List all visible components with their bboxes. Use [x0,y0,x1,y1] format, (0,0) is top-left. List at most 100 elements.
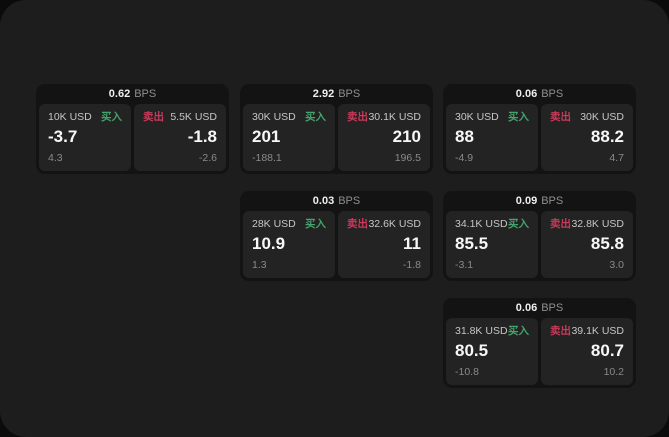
bps-unit-label: BPS [134,88,157,100]
buy-badge: 买入 [305,111,326,123]
buy-delta: -4.9 [455,152,474,164]
panels-row: 34.1K USD 买入 85.5 -3.1 卖出 32.8K USD 85.8… [443,211,636,281]
sell-amount: 5.5K USD [170,111,217,123]
buy-delta: 1.3 [252,259,267,271]
buy-panel[interactable]: 10K USD 买入 -3.7 4.3 [39,104,131,171]
bps-unit-label: BPS [541,302,564,314]
bps-value: 0.62 [108,88,131,100]
sell-panel[interactable]: 卖出 32.6K USD 11 -1.8 [338,211,430,278]
sell-top-row: 卖出 30K USD [550,111,624,124]
bps-unit-label: BPS [541,195,564,207]
sell-panel[interactable]: 卖出 32.8K USD 85.8 3.0 [541,211,633,278]
panels-row: 30K USD 买入 88 -4.9 卖出 30K USD 88.2 4.7 [443,104,636,174]
panels-row: 31.8K USD 买入 80.5 -10.8 卖出 39.1K USD 80.… [443,318,636,388]
sell-badge: 卖出 [143,111,164,123]
bps-unit-label: BPS [338,88,361,100]
sell-amount: 30K USD [580,111,624,123]
buy-top-row: 34.1K USD 买入 [455,218,529,231]
buy-amount: 10K USD [48,111,92,123]
quote-card-5: 0.09 BPS 34.1K USD 买入 85.5 -3.1 卖出 32.8K… [443,191,636,281]
sell-amount: 32.8K USD [571,218,624,230]
buy-panel[interactable]: 30K USD 买入 88 -4.9 [446,104,538,171]
buy-top-row: 30K USD 买入 [455,111,529,124]
sell-delta: 196.5 [394,152,421,164]
sell-price: 210 [392,127,421,146]
bps-value: 0.09 [515,195,538,207]
card-header: 0.06 BPS [443,298,636,318]
buy-delta: -10.8 [455,366,479,378]
sell-top-row: 卖出 32.8K USD [550,218,624,231]
card-header: 2.92 BPS [240,84,433,104]
buy-amount: 31.8K USD [455,325,508,337]
buy-badge: 买入 [305,218,326,230]
sell-amount: 39.1K USD [571,325,624,337]
sell-delta: 3.0 [609,259,624,271]
buy-badge: 买入 [101,111,122,123]
buy-amount: 30K USD [252,111,296,123]
quote-card-1: 0.62 BPS 10K USD 买入 -3.7 4.3 卖出 5.5K USD… [36,84,229,174]
buy-top-row: 30K USD 买入 [252,111,326,124]
bps-unit-label: BPS [338,195,361,207]
panels-row: 30K USD 买入 201 -188.1 卖出 30.1K USD 210 1… [240,104,433,174]
buy-top-row: 28K USD 买入 [252,218,326,231]
quote-card-6: 0.06 BPS 31.8K USD 买入 80.5 -10.8 卖出 39.1… [443,298,636,388]
sell-top-row: 卖出 39.1K USD [550,325,624,338]
card-header: 0.62 BPS [36,84,229,104]
bps-unit-label: BPS [541,88,564,100]
buy-badge: 买入 [508,111,529,123]
card-header: 0.03 BPS [240,191,433,211]
sell-top-row: 卖出 30.1K USD [347,111,421,124]
buy-panel[interactable]: 28K USD 买入 10.9 1.3 [243,211,335,278]
card-header: 0.06 BPS [443,84,636,104]
buy-delta: 4.3 [48,152,63,164]
buy-badge: 买入 [508,218,529,230]
buy-price: 10.9 [252,234,286,253]
buy-delta: -188.1 [252,152,282,164]
bps-value: 0.06 [515,302,538,314]
buy-price: 85.5 [455,234,489,253]
quote-card-2: 2.92 BPS 30K USD 买入 201 -188.1 卖出 30.1K … [240,84,433,174]
bps-value: 0.03 [312,195,335,207]
sell-price: 80.7 [590,341,624,360]
buy-panel[interactable]: 31.8K USD 买入 80.5 -10.8 [446,318,538,385]
quote-card-3: 0.06 BPS 30K USD 买入 88 -4.9 卖出 30K USD 8… [443,84,636,174]
sell-badge: 卖出 [550,218,571,230]
quote-card-4: 0.03 BPS 28K USD 买入 10.9 1.3 卖出 32.6K US… [240,191,433,281]
sell-price: -1.8 [187,127,217,146]
buy-price: 80.5 [455,341,489,360]
panels-row: 28K USD 买入 10.9 1.3 卖出 32.6K USD 11 -1.8 [240,211,433,281]
sell-top-row: 卖出 32.6K USD [347,218,421,231]
panels-row: 10K USD 买入 -3.7 4.3 卖出 5.5K USD -1.8 -2.… [36,104,229,174]
buy-price: 201 [252,127,281,146]
sell-delta: 10.2 [603,366,624,378]
buy-top-row: 10K USD 买入 [48,111,122,124]
sell-top-row: 卖出 5.5K USD [143,111,217,124]
sell-delta: -2.6 [198,152,217,164]
buy-panel[interactable]: 34.1K USD 买入 85.5 -3.1 [446,211,538,278]
buy-price: 88 [455,127,474,146]
buy-price: -3.7 [48,127,78,146]
sell-badge: 卖出 [550,325,571,337]
sell-panel[interactable]: 卖出 39.1K USD 80.7 10.2 [541,318,633,385]
sell-panel[interactable]: 卖出 30.1K USD 210 196.5 [338,104,430,171]
sell-panel[interactable]: 卖出 30K USD 88.2 4.7 [541,104,633,171]
buy-amount: 30K USD [455,111,499,123]
sell-delta: -1.8 [402,259,421,271]
card-header: 0.09 BPS [443,191,636,211]
sell-badge: 卖出 [550,111,571,123]
buy-badge: 买入 [508,325,529,337]
sell-price: 88.2 [590,127,624,146]
sell-panel[interactable]: 卖出 5.5K USD -1.8 -2.6 [134,104,226,171]
buy-panel[interactable]: 30K USD 买入 201 -188.1 [243,104,335,171]
sell-amount: 30.1K USD [368,111,421,123]
buy-top-row: 31.8K USD 买入 [455,325,529,338]
sell-amount: 32.6K USD [368,218,421,230]
bps-value: 2.92 [312,88,335,100]
sell-badge: 卖出 [347,218,368,230]
sell-badge: 卖出 [347,111,368,123]
sell-delta: 4.7 [609,152,624,164]
sell-price: 85.8 [590,234,624,253]
sell-price: 11 [403,234,421,253]
buy-amount: 28K USD [252,218,296,230]
